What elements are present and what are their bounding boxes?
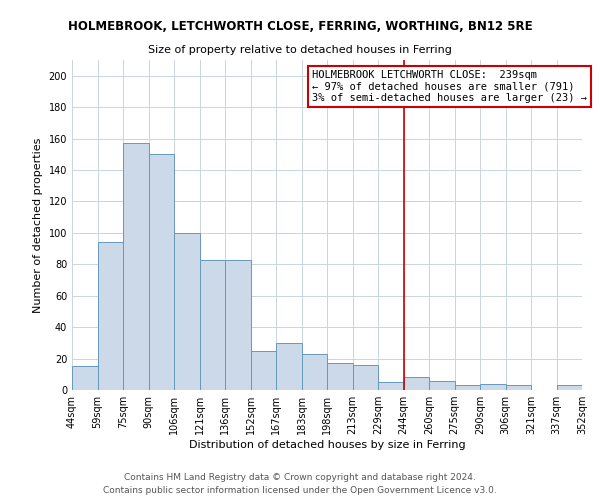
Text: Contains HM Land Registry data © Crown copyright and database right 2024.
Contai: Contains HM Land Registry data © Crown c… [103,473,497,495]
Text: HOLMEBROOK, LETCHWORTH CLOSE, FERRING, WORTHING, BN12 5RE: HOLMEBROOK, LETCHWORTH CLOSE, FERRING, W… [68,20,532,33]
Bar [225,260,251,390]
Bar [557,386,582,390]
Bar [505,386,531,390]
Text: Size of property relative to detached houses in Ferring: Size of property relative to detached ho… [148,45,452,55]
Bar [174,233,199,390]
Bar [97,242,123,390]
Y-axis label: Number of detached properties: Number of detached properties [33,138,43,312]
Bar [72,366,97,390]
Bar [251,350,276,390]
Bar [302,354,327,390]
Bar [429,380,455,390]
X-axis label: Distribution of detached houses by size in Ferring: Distribution of detached houses by size … [188,440,466,450]
Bar [123,144,149,390]
Bar [480,384,505,390]
Bar [199,260,225,390]
Bar [404,378,429,390]
Bar [353,365,378,390]
Bar [149,154,174,390]
Text: HOLMEBROOK LETCHWORTH CLOSE:  239sqm
← 97% of detached houses are smaller (791)
: HOLMEBROOK LETCHWORTH CLOSE: 239sqm ← 97… [312,70,587,103]
Bar [455,386,480,390]
Bar [378,382,404,390]
Bar [276,343,302,390]
Bar [327,364,353,390]
